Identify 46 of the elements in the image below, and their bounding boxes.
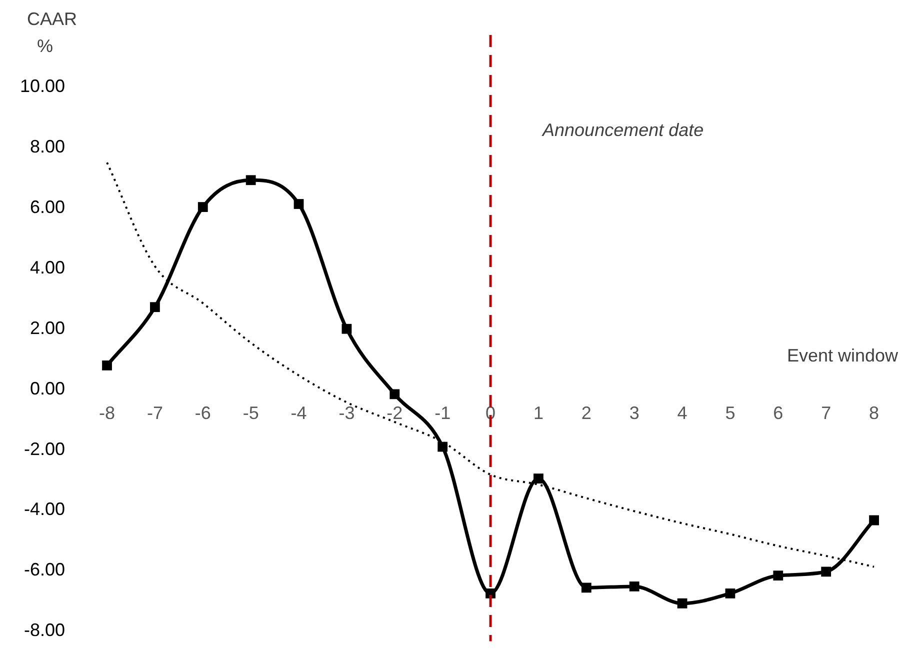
x-tick-label: 3 <box>629 403 640 424</box>
point <box>438 442 448 452</box>
x-tick-label: -2 <box>386 403 403 424</box>
x-tick-label: 2 <box>581 403 592 424</box>
x-tick-label: -4 <box>290 403 307 424</box>
point <box>725 588 736 598</box>
x-tick-label: 1 <box>533 403 544 424</box>
point <box>629 582 640 592</box>
x-tick-label: 4 <box>677 403 688 424</box>
y-tick-label: -2.00 <box>24 438 66 459</box>
point <box>581 582 592 593</box>
y-tick-label: 6.00 <box>30 196 66 217</box>
x-tick-label: -7 <box>146 403 163 424</box>
y-tick-label: 2.00 <box>30 318 66 338</box>
y-tick-label: 0.00 <box>30 378 66 398</box>
ref-line-label: Announcement date <box>542 120 704 140</box>
point <box>486 588 496 598</box>
y-tick-label: 8.00 <box>30 136 66 156</box>
x-tick-label: -6 <box>194 403 211 424</box>
point <box>390 389 400 400</box>
x-tick-label: 8 <box>869 403 880 424</box>
x-axis-title: Event window <box>786 345 899 366</box>
point <box>198 202 208 212</box>
point <box>821 566 832 577</box>
x-tick-label: -3 <box>338 403 355 424</box>
point <box>677 598 688 608</box>
point <box>869 515 879 526</box>
y-tick-label: 4.00 <box>30 257 66 278</box>
point <box>246 175 256 186</box>
x-tick-label: 7 <box>821 403 832 424</box>
point <box>150 302 160 312</box>
x-tick-label: -5 <box>242 403 259 424</box>
x-tick-label: -1 <box>434 403 451 424</box>
x-tick-label: 5 <box>725 403 736 424</box>
y-tick-label: -8.00 <box>24 620 66 640</box>
point <box>773 570 784 581</box>
point <box>534 474 544 484</box>
point <box>294 199 304 209</box>
x-tick-label: -8 <box>99 403 116 424</box>
y-axis-title: CAAR % <box>26 8 78 56</box>
y-tick-label: -6.00 <box>24 560 66 580</box>
x-tick-label: 6 <box>773 403 784 424</box>
y-tick-label: 10.00 <box>20 76 66 96</box>
point <box>102 360 112 370</box>
point <box>342 324 352 334</box>
y-tick-label: -4.00 <box>24 499 66 520</box>
